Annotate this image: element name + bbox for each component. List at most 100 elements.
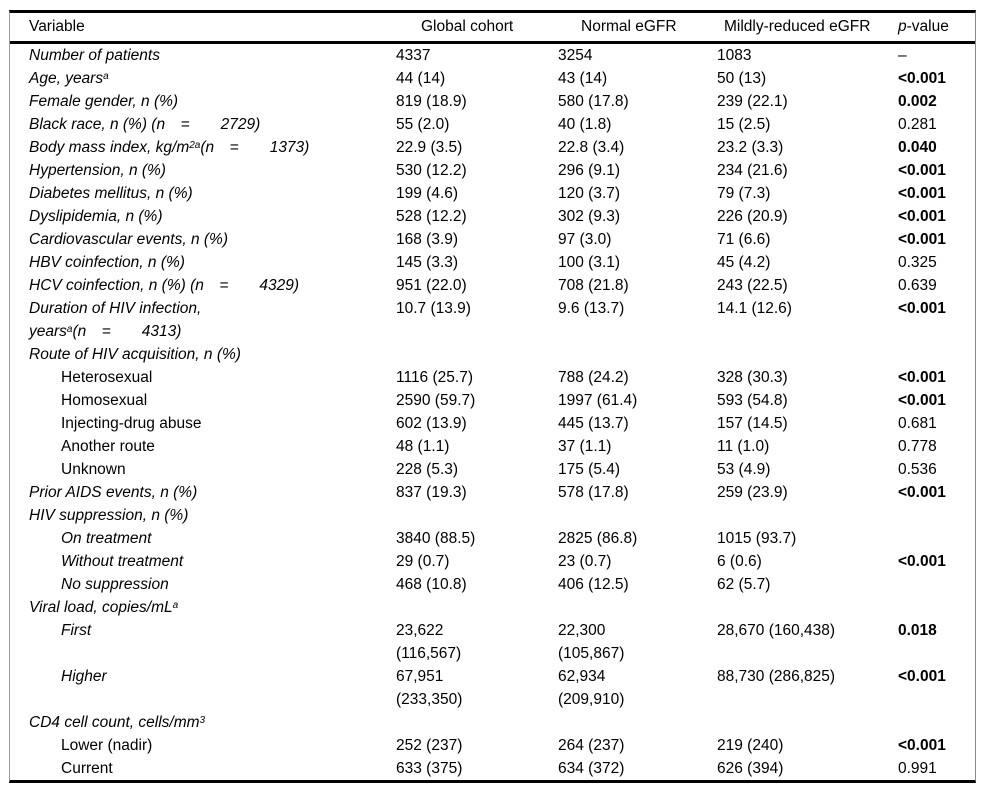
- mildly-reduced-egfr-value: 157 (14.5): [717, 415, 788, 432]
- global-cohort-value: 2590 (59.7): [396, 392, 476, 409]
- p-value: 0.991: [898, 760, 937, 777]
- p-value: 0.325: [898, 254, 937, 271]
- table-row: Black race, n (%) (n = 2729) 55 (2.0) 40 (…: [10, 113, 975, 136]
- variable-label: Black race, n (%) (n = 2729): [29, 116, 261, 133]
- table-row: Injecting-drug abuse 602 (13.9) 445 (13.7)…: [10, 412, 975, 435]
- global-cohort-value: 633 (375): [396, 760, 463, 777]
- p-value: <0.001: [898, 392, 946, 409]
- variable-label: Injecting-drug abuse: [61, 415, 202, 432]
- data-table: Variable Global cohort Normal eGFR Mildl…: [9, 10, 976, 783]
- normal-egfr-value: 120 (3.7): [558, 185, 621, 202]
- table-row: HIV suppression, n (%): [10, 504, 975, 527]
- global-cohort-value: 48 (1.1): [396, 438, 450, 455]
- p-value: <0.001: [898, 737, 946, 754]
- variable-label: Body mass index, kg/m2a(n = 1373): [29, 139, 310, 156]
- mildly-reduced-egfr-value: 14.1 (12.6): [717, 300, 792, 317]
- mildly-reduced-egfr-value: 6 (0.6): [717, 553, 762, 570]
- p-value: 0.536: [898, 461, 937, 478]
- mildly-reduced-egfr-value: 626 (394): [717, 760, 784, 777]
- p-value: –: [898, 47, 907, 64]
- mildly-reduced-egfr-value: 15 (2.5): [717, 116, 771, 133]
- column-header-global-cohort: Global cohort: [421, 18, 514, 35]
- p-value-header-italic-p: p: [898, 18, 907, 35]
- variable-label: On treatment: [61, 530, 152, 547]
- mildly-reduced-egfr-value: 28,670 (160,438): [717, 622, 836, 639]
- global-cohort-value: 22.9 (3.5): [396, 139, 463, 156]
- variable-label: Number of patients: [29, 47, 160, 64]
- table-row: Dyslipidemia, n (%) 528 (12.2) 302 (9.3) 22…: [10, 205, 975, 228]
- global-cohort-value: 602 (13.9): [396, 415, 467, 432]
- table-row: CD4 cell count, cells/mm3: [10, 711, 975, 734]
- mildly-reduced-egfr-value: 88,730 (286,825): [717, 668, 836, 685]
- normal-egfr-value: 264 (237): [558, 737, 625, 754]
- variable-label: First: [61, 622, 92, 639]
- variable-label: Duration of HIV infection, yearsa(n = 431…: [29, 300, 202, 340]
- variable-label: Current: [61, 760, 113, 777]
- variable-label: Prior AIDS events, n (%): [29, 484, 198, 501]
- normal-egfr-value: 97 (3.0): [558, 231, 612, 248]
- mildly-reduced-egfr-value: 50 (13): [717, 70, 767, 87]
- table-header: Variable Global cohort Normal eGFR Mildl…: [10, 13, 975, 44]
- global-cohort-value: 23,622 (116,567): [396, 622, 462, 662]
- table-row: Female gender, n (%) 819 (18.9) 580 (17.8)…: [10, 90, 975, 113]
- p-value: 0.018: [898, 622, 937, 639]
- variable-label: Cardiovascular events, n (%): [29, 231, 228, 248]
- table-row: HBV coinfection, n (%) 145 (3.3) 100 (3.1)…: [10, 251, 975, 274]
- table-row: Another route 48 (1.1) 37 (1.1) 11 (1.0) 0.7…: [10, 435, 975, 458]
- p-value: 0.002: [898, 93, 937, 110]
- global-cohort-value: 4337: [396, 47, 431, 64]
- global-cohort-value: 951 (22.0): [396, 277, 467, 294]
- p-value: <0.001: [898, 231, 946, 248]
- normal-egfr-value: 296 (9.1): [558, 162, 621, 179]
- mildly-reduced-egfr-value: 1015 (93.7): [717, 530, 797, 547]
- table-row: Hypertension, n (%) 530 (12.2) 296 (9.1) 23…: [10, 159, 975, 182]
- global-cohort-value: 837 (19.3): [396, 484, 467, 501]
- mildly-reduced-egfr-value: 226 (20.9): [717, 208, 788, 225]
- mildly-reduced-egfr-value: 79 (7.3): [717, 185, 771, 202]
- column-header-variable: Variable: [29, 18, 85, 35]
- table-row: Route of HIV acquisition, n (%): [10, 343, 975, 366]
- normal-egfr-value: 580 (17.8): [558, 93, 629, 110]
- global-cohort-value: 252 (237): [396, 737, 463, 754]
- variable-label: Female gender, n (%): [29, 93, 179, 110]
- p-value: <0.001: [898, 369, 946, 386]
- normal-egfr-value: 22,300 (105,867): [558, 622, 625, 662]
- variable-label: Hypertension, n (%): [29, 162, 166, 179]
- variable-label: Another route: [61, 438, 155, 455]
- normal-egfr-value: 2825 (86.8): [558, 530, 638, 547]
- normal-egfr-value: 302 (9.3): [558, 208, 621, 225]
- mildly-reduced-egfr-value: 62 (5.7): [717, 576, 771, 593]
- table-row: On treatment 3840 (88.5) 2825 (86.8) 1015 (…: [10, 527, 975, 550]
- variable-label: Heterosexual: [61, 369, 153, 386]
- table-row: HCV coinfection, n (%) (n = 4329) 951 (22…: [10, 274, 975, 297]
- variable-label: Route of HIV acquisition, n (%): [29, 346, 241, 363]
- p-value: <0.001: [898, 553, 946, 570]
- table-row: Current 633 (375) 634 (372) 626 (394) 0.991: [10, 757, 975, 780]
- table-row: Higher 67,951 (233,350) 62,934 (209,910) 88,7…: [10, 665, 975, 711]
- mildly-reduced-egfr-value: 23.2 (3.3): [717, 139, 784, 156]
- normal-egfr-value: 175 (5.4): [558, 461, 621, 478]
- mildly-reduced-egfr-value: 328 (30.3): [717, 369, 788, 386]
- normal-egfr-value: 100 (3.1): [558, 254, 621, 271]
- normal-egfr-value: 62,934 (209,910): [558, 668, 625, 708]
- p-value: <0.001: [898, 70, 946, 87]
- p-value: 0.778: [898, 438, 937, 455]
- table-row: Prior AIDS events, n (%) 837 (19.3) 578 (1…: [10, 481, 975, 504]
- global-cohort-value: 530 (12.2): [396, 162, 467, 179]
- mildly-reduced-egfr-value: 243 (22.5): [717, 277, 788, 294]
- normal-egfr-value: 23 (0.7): [558, 553, 612, 570]
- variable-label: HBV coinfection, n (%): [29, 254, 185, 271]
- p-value: <0.001: [898, 484, 946, 501]
- normal-egfr-value: 708 (21.8): [558, 277, 629, 294]
- column-header-p-value: p-value: [898, 18, 975, 36]
- mildly-reduced-egfr-value: 234 (21.6): [717, 162, 788, 179]
- p-value: <0.001: [898, 185, 946, 202]
- mildly-reduced-egfr-value: 1083: [717, 47, 752, 64]
- column-header-mildly-reduced-egfr: Mildly-reduced eGFR: [724, 18, 871, 35]
- normal-egfr-value: 9.6 (13.7): [558, 300, 625, 317]
- table-row: Without treatment 29 (0.7) 23 (0.7) 6 (0.6)…: [10, 550, 975, 573]
- variable-label: Without treatment: [61, 553, 184, 570]
- table-row: Heterosexual 1116 (25.7) 788 (24.2) 328 (30…: [10, 366, 975, 389]
- mildly-reduced-egfr-value: 71 (6.6): [717, 231, 771, 248]
- normal-egfr-value: 578 (17.8): [558, 484, 629, 501]
